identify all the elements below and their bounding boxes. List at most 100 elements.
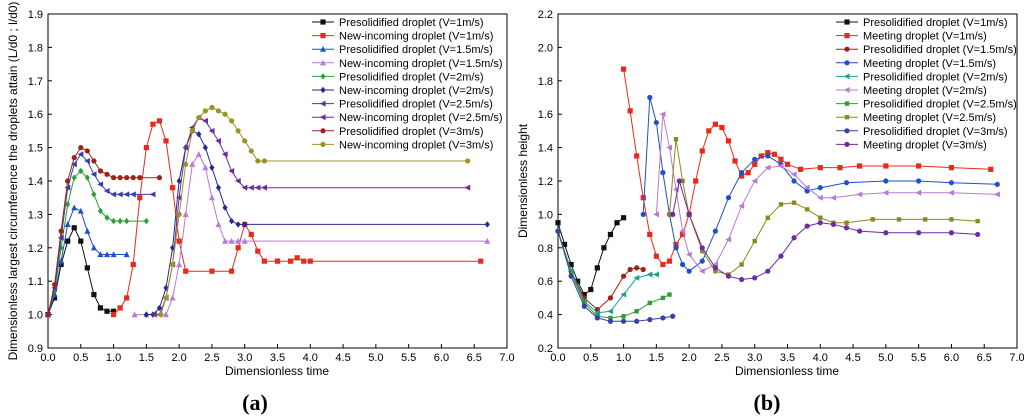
- data-point: [84, 265, 90, 271]
- data-point: [765, 268, 771, 274]
- series-1: [555, 215, 627, 298]
- series-5: [554, 228, 659, 316]
- data-point: [581, 303, 587, 309]
- data-point: [163, 311, 170, 318]
- data-point: [215, 221, 222, 228]
- ticks-a: 0.0 0.5 1.0 1.5 2.0 2.5 3.0 3.5 4.0 4.5 5.0 5.5 6.0 6…: [28, 9, 515, 364]
- data-point: [123, 191, 130, 198]
- data-point: [837, 165, 843, 171]
- legend-entry: New-incoming droplet (V=3m/s): [312, 139, 493, 151]
- data-point: [712, 121, 718, 127]
- data-point: [621, 314, 626, 319]
- legend-label: Presolidified droplet (V=2m/s): [339, 71, 484, 83]
- data-point: [143, 311, 149, 318]
- data-point: [229, 268, 235, 274]
- data-point: [843, 180, 850, 186]
- data-point: [301, 258, 307, 264]
- data-point: [78, 238, 84, 244]
- data-point: [176, 211, 182, 217]
- legend-label: Presolidified droplet (V=2.5m/s): [863, 99, 1017, 111]
- data-point: [57, 234, 64, 241]
- data-point: [923, 217, 928, 222]
- data-point: [765, 153, 771, 159]
- data-point: [857, 163, 863, 169]
- x-tick-label: 2.5: [714, 352, 729, 364]
- data-point: [104, 308, 110, 314]
- data-point: [620, 318, 627, 324]
- data-point: [84, 157, 90, 164]
- data-point: [666, 258, 673, 264]
- data-point: [653, 211, 659, 218]
- data-point: [581, 291, 587, 298]
- data-point: [555, 220, 561, 226]
- data-point: [215, 184, 222, 191]
- data-point: [182, 211, 189, 217]
- panel-label-a: (a): [242, 390, 268, 415]
- data-point: [660, 295, 666, 301]
- data-point: [594, 265, 600, 271]
- data-point: [670, 211, 676, 217]
- legend-label: Meeting droplet (V=3m/s): [863, 139, 987, 151]
- series-6: [143, 127, 490, 318]
- data-point: [653, 253, 659, 259]
- data-point: [97, 168, 104, 174]
- y-tick-label: 0.6: [538, 276, 553, 288]
- data-point: [242, 138, 248, 144]
- data-point: [51, 295, 58, 301]
- data-point: [261, 158, 267, 164]
- data-point: [725, 236, 732, 243]
- data-point: [699, 258, 705, 264]
- x-tick-label: 0.5: [583, 352, 598, 364]
- y-tick-label: 1.8: [538, 76, 553, 88]
- data-point: [994, 191, 1000, 198]
- data-point: [151, 311, 157, 318]
- data-point: [202, 144, 208, 151]
- data-point: [150, 121, 156, 127]
- data-point: [607, 231, 614, 238]
- data-point: [647, 231, 653, 238]
- data-point: [948, 180, 955, 186]
- x-tick-label: 3.5: [270, 352, 285, 364]
- x-tick-label: 2.0: [681, 352, 696, 364]
- legend-swatch-marker: [320, 128, 326, 134]
- data-point: [948, 165, 955, 171]
- series-line: [557, 230, 670, 319]
- data-point: [71, 161, 77, 168]
- ticks-b: 0.0 0.5 1.0 1.5 2.0 2.5 3.0 3.5 4.0 4.5 5.0 5.5 6.0 6…: [538, 9, 1024, 364]
- data-point: [870, 217, 875, 222]
- legend-entry: Presolidified droplet (V=1m/s): [312, 17, 484, 29]
- data-point: [163, 138, 169, 144]
- x-tick-label: 0.0: [550, 352, 565, 364]
- series-2: [110, 118, 484, 318]
- y-tick-label: 2.2: [538, 9, 553, 21]
- legend-entry: Meeting droplet (V=2m/s): [836, 85, 987, 97]
- legend-label: Presolidified droplet (V=3m/s): [339, 126, 484, 138]
- x-tick-label: 1.5: [139, 352, 154, 364]
- data-point: [725, 195, 732, 201]
- data-point: [614, 220, 620, 226]
- data-point: [640, 195, 646, 201]
- series-group-b: [554, 66, 1000, 324]
- legend-label: New-incoming droplet (V=1.5m/s): [339, 58, 503, 70]
- data-point: [725, 273, 732, 279]
- data-point: [634, 153, 640, 159]
- x-tick-label: 3.0: [747, 352, 762, 364]
- data-point: [653, 119, 659, 126]
- data-point: [712, 265, 718, 271]
- y-tick-label: 1.5: [28, 143, 43, 155]
- data-point: [169, 294, 176, 301]
- data-point: [65, 238, 71, 244]
- x-tick-label: 4.5: [845, 352, 860, 364]
- chart-panel-a: 0.0 0.5 1.0 1.5 2.0 2.5 3.0 3.5 4.0 4.5 5.0 5.5 6.0 6…: [6, 2, 515, 415]
- data-point: [202, 108, 208, 114]
- data-point: [202, 117, 208, 124]
- data-point: [97, 181, 104, 188]
- legend-swatch-marker: [320, 141, 326, 147]
- data-point: [653, 271, 659, 278]
- data-point: [896, 217, 902, 222]
- data-point: [137, 175, 143, 181]
- data-point: [830, 221, 837, 228]
- data-point: [752, 161, 758, 167]
- data-point: [143, 145, 149, 151]
- data-point: [228, 167, 235, 174]
